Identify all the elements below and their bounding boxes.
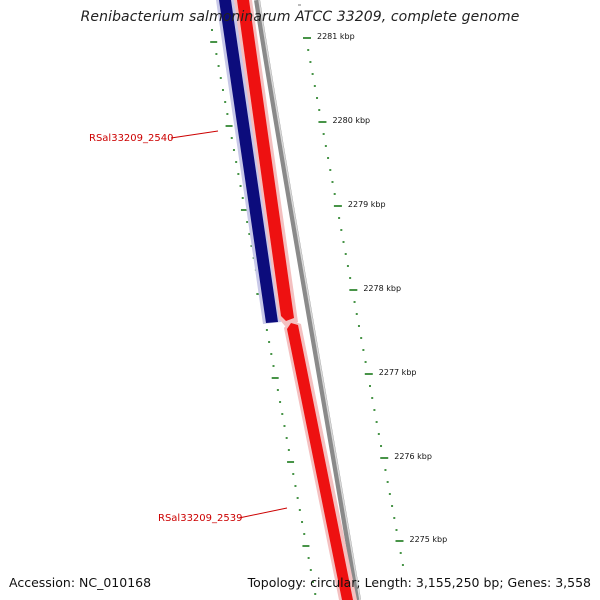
map-title: Renibacterium salmoninarum ATCC 33209, c… xyxy=(80,9,520,25)
scale-label: 2279 kbp xyxy=(348,200,386,209)
scale-label: 2275 kbp xyxy=(410,535,448,544)
gene-label-RSal33209_2539[interactable]: RSal33209_2539 xyxy=(158,507,288,524)
gene-label-text-2540: RSal33209_2540 xyxy=(89,133,173,144)
gene-forward-upper[interactable] xyxy=(234,0,298,326)
scale-labels: 2281 kbp 2280 kbp 2279 kbp 2278 kbp 2277 kbp… xyxy=(317,32,447,544)
accession-text: Accession: NC_010168 xyxy=(9,575,152,590)
genome-backbone xyxy=(254,0,361,600)
gene-label-RSal33209_2540[interactable]: RSal33209_2540 xyxy=(89,130,219,144)
scale-label: 2277 kbp xyxy=(379,368,417,377)
gene-label-text-2539: RSal33209_2539 xyxy=(158,513,242,524)
scale-label: 2280 kbp xyxy=(332,116,370,125)
scale-label: 2281 kbp xyxy=(317,32,355,41)
scale-label: 2276 kbp xyxy=(394,452,432,461)
outer-ruler-ticks xyxy=(303,37,404,566)
gene-RSal33209_2540[interactable] xyxy=(216,0,281,324)
genome-summary-text: Topology: circular; Length: 3,155,250 bp… xyxy=(247,575,591,590)
scale-label: 2278 kbp xyxy=(363,284,401,293)
gene-RSal33209_2539[interactable] xyxy=(284,320,357,600)
